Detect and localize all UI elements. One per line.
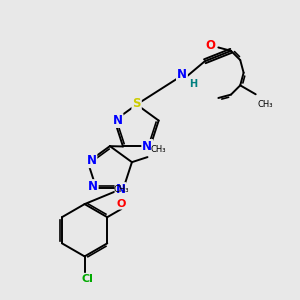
- Text: N: N: [142, 140, 152, 153]
- Text: N: N: [177, 68, 187, 81]
- Text: O: O: [117, 199, 126, 208]
- Text: O: O: [205, 39, 215, 52]
- Text: S: S: [132, 97, 141, 110]
- Text: Cl: Cl: [82, 274, 94, 284]
- Text: N: N: [88, 180, 98, 193]
- Text: N: N: [86, 154, 96, 167]
- Text: N: N: [112, 114, 122, 127]
- Text: H: H: [189, 79, 197, 89]
- Text: CH₃: CH₃: [150, 145, 166, 154]
- Text: CH₃: CH₃: [257, 100, 273, 109]
- Text: N: N: [116, 183, 125, 196]
- Text: CH₃: CH₃: [114, 184, 129, 194]
